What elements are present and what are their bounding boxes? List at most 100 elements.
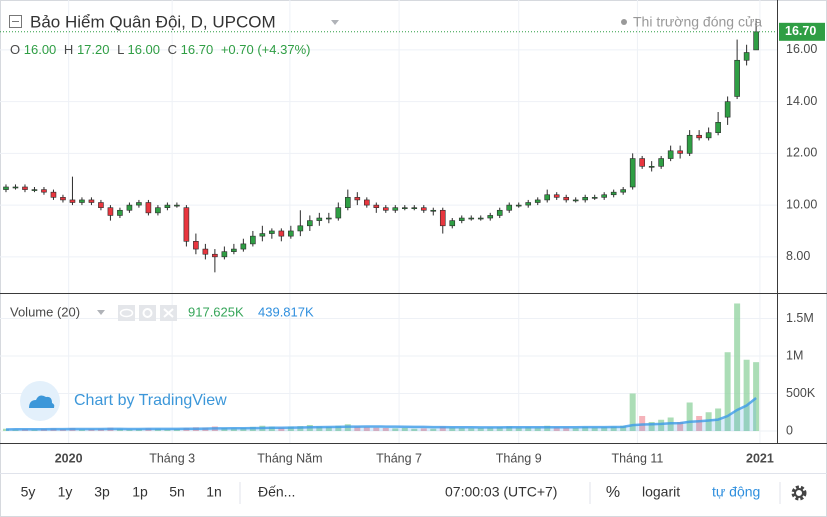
dropdown-caret[interactable] bbox=[97, 310, 105, 315]
volume-bar bbox=[743, 359, 750, 431]
volume-bar bbox=[572, 427, 579, 431]
watermark-logo bbox=[29, 395, 55, 408]
candle-body bbox=[563, 197, 570, 201]
x-tick-label: 2020 bbox=[55, 451, 83, 465]
candle-body bbox=[572, 199, 579, 202]
candle-body bbox=[439, 209, 446, 227]
volume-bar bbox=[230, 428, 237, 431]
candle-body bbox=[420, 207, 427, 211]
candle-body bbox=[658, 158, 664, 167]
volume-bar bbox=[506, 426, 513, 431]
y-tick-label: 16.00 bbox=[786, 42, 817, 56]
y-tick-label: 8.00 bbox=[786, 249, 810, 263]
percent-toggle[interactable]: % bbox=[606, 484, 620, 501]
candle-body bbox=[117, 209, 123, 216]
dropdown-caret[interactable] bbox=[331, 20, 339, 25]
candle-body bbox=[506, 204, 513, 211]
candle-body bbox=[250, 235, 256, 245]
volume-bar bbox=[316, 426, 323, 431]
y-tick-label: 0 bbox=[786, 423, 793, 437]
goto-button[interactable]: Đến... bbox=[258, 484, 295, 500]
market-status: Thi trường đóng cửa bbox=[633, 14, 762, 30]
range-button[interactable]: 5n bbox=[169, 484, 185, 500]
candle-body bbox=[525, 202, 532, 206]
volume-bar bbox=[620, 425, 627, 431]
candle-body bbox=[382, 207, 389, 211]
candle-body bbox=[202, 248, 209, 255]
volume-bar bbox=[658, 419, 665, 431]
ohlc-key: O bbox=[10, 42, 20, 57]
candle-body bbox=[392, 207, 399, 211]
eye-button[interactable] bbox=[118, 305, 135, 321]
last-price-label: 16.70 bbox=[785, 24, 816, 38]
volume-bar bbox=[534, 427, 541, 431]
y-tick-label: 500K bbox=[786, 386, 816, 400]
candle-body bbox=[354, 197, 361, 201]
candle-body bbox=[705, 132, 712, 139]
candle-body bbox=[126, 204, 133, 211]
candle-body bbox=[553, 194, 560, 198]
volume-bar bbox=[278, 427, 285, 431]
candle-body bbox=[335, 207, 342, 219]
range-button[interactable]: 1y bbox=[58, 484, 73, 500]
volume-bar bbox=[401, 427, 408, 431]
candle-body bbox=[22, 186, 28, 190]
volume-bar bbox=[411, 428, 418, 431]
last-price-tag bbox=[779, 22, 825, 41]
volume-bar bbox=[382, 427, 389, 431]
candle-body bbox=[458, 217, 465, 221]
volume-bar bbox=[164, 429, 171, 431]
log-toggle[interactable]: logarit bbox=[642, 484, 680, 500]
x-tick-label: Tháng Năm bbox=[257, 451, 322, 465]
remove-icon bbox=[163, 308, 174, 318]
range-button[interactable]: 1p bbox=[132, 484, 148, 500]
range-button[interactable]: 3p bbox=[94, 484, 110, 500]
eye-icon bbox=[119, 308, 134, 318]
volume-bar bbox=[496, 427, 503, 431]
ohlc-key: H bbox=[64, 42, 73, 57]
candle-body bbox=[724, 101, 731, 118]
candle-body bbox=[278, 230, 285, 237]
range-button[interactable]: 1n bbox=[206, 484, 222, 500]
auto-toggle[interactable]: tự động bbox=[712, 484, 760, 500]
volume-bar bbox=[477, 427, 484, 431]
volume-bar bbox=[601, 427, 608, 431]
volume-bar bbox=[439, 426, 446, 431]
volume-ma-area bbox=[6, 398, 757, 431]
candle-body bbox=[31, 189, 38, 191]
candle-body bbox=[316, 217, 323, 221]
candle-body bbox=[601, 194, 607, 198]
symbol-title: Bảo Hiểm Quân Đội, D, UPCOM bbox=[30, 12, 276, 31]
y-tick-label: 1.5M bbox=[786, 311, 814, 325]
status-dot bbox=[621, 19, 627, 25]
candle-body bbox=[620, 189, 626, 193]
volume-bar bbox=[753, 362, 760, 431]
collapse-icon[interactable] bbox=[9, 15, 22, 28]
volume-bar bbox=[2, 428, 9, 431]
volume-bar bbox=[240, 427, 247, 431]
ohlc-value: 17.20 bbox=[77, 42, 110, 57]
x-tick-label: Tháng 3 bbox=[149, 451, 195, 465]
candle-body bbox=[69, 199, 76, 203]
watermark[interactable]: Chart by TradingView bbox=[74, 392, 227, 409]
candle-body bbox=[487, 215, 494, 219]
ohlc-value: 16.70 bbox=[181, 42, 214, 57]
ohlc-value: 16.00 bbox=[127, 42, 160, 57]
candle-body bbox=[544, 194, 551, 201]
volume-bar bbox=[724, 352, 731, 431]
candle-body bbox=[753, 31, 759, 51]
range-button[interactable]: 5y bbox=[21, 484, 36, 500]
candle-body bbox=[98, 202, 104, 208]
candle-body bbox=[515, 204, 522, 207]
volume-bar bbox=[392, 428, 399, 431]
gear-ring bbox=[794, 488, 804, 498]
y-tick-label: 10.00 bbox=[786, 197, 817, 211]
settings-button[interactable] bbox=[139, 305, 156, 321]
volume-bar bbox=[591, 427, 598, 431]
candle-body bbox=[401, 207, 408, 209]
volume-bar bbox=[468, 428, 475, 431]
settings-gear[interactable] bbox=[791, 485, 807, 501]
ohlc-key: C bbox=[168, 42, 177, 57]
clock[interactable]: 07:00:03 (UTC+7) bbox=[445, 484, 557, 500]
